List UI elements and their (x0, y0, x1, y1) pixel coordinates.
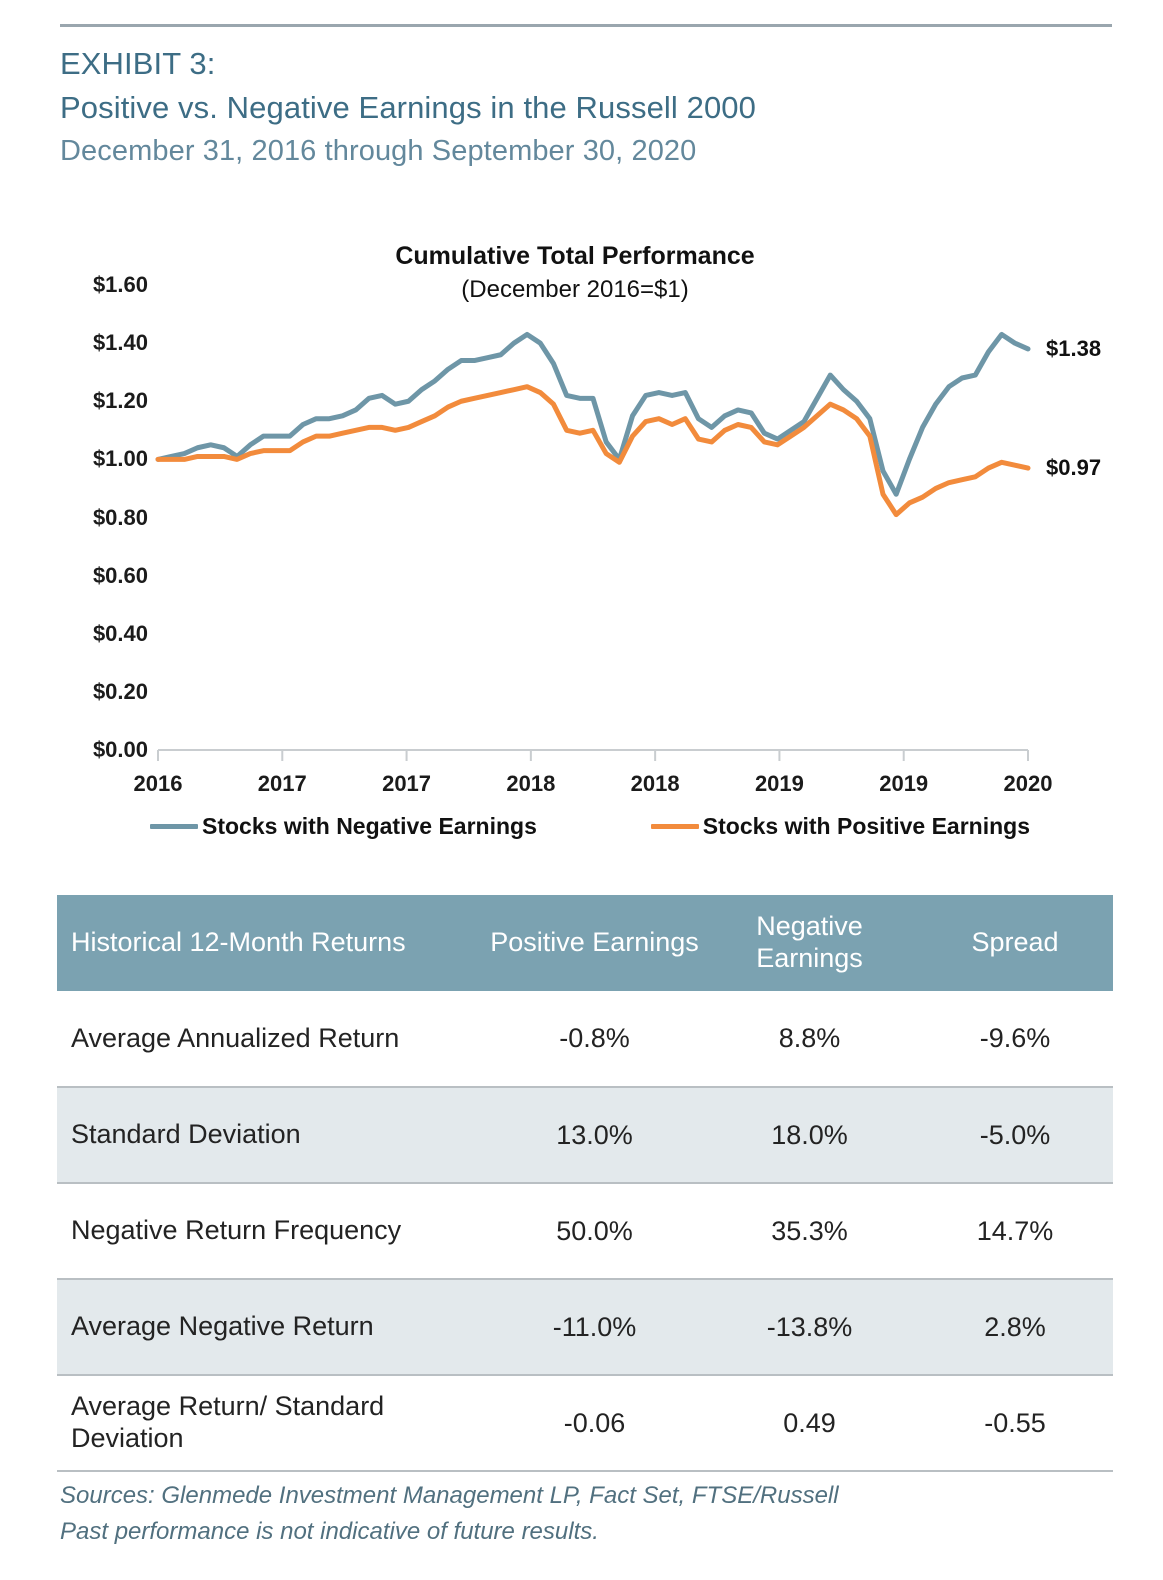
chart-legend: Stocks with Negative Earnings Stocks wit… (150, 813, 1030, 840)
column-header-metric: Historical 12-Month Returns (57, 895, 487, 991)
legend-label-positive-earnings: Stocks with Positive Earnings (702, 813, 1030, 839)
x-axis-tick-2: 2017 (382, 771, 432, 796)
cell-positive-earnings: -0.06 (487, 1375, 702, 1472)
column-header-spread: Spread (917, 895, 1113, 991)
cell-spread: -9.6% (917, 991, 1113, 1088)
legend-label-negative-earnings: Stocks with Negative Earnings (202, 813, 537, 839)
cell-spread: 2.8% (917, 1279, 1113, 1376)
x-axis-tick-0: 2016 (133, 771, 183, 796)
x-axis-tick-4: 2018 (630, 771, 680, 796)
cell-spread: -0.55 (917, 1375, 1113, 1472)
top-divider (60, 24, 1112, 27)
sources-line: Sources: Glenmede Investment Management … (60, 1482, 839, 1509)
chart-title-sub: (December 2016=$1) (461, 276, 689, 303)
row-label: Average Negative Return (57, 1279, 487, 1376)
end-label-negative-earnings: $1.38 (1046, 335, 1102, 361)
x-axis-tick-6: 2019 (879, 771, 929, 796)
row-label: Negative Return Frequency (57, 1183, 487, 1280)
cell-spread: 14.7% (917, 1183, 1113, 1280)
cell-spread: -5.0% (917, 1087, 1113, 1184)
y-axis-tick-140: $1.40 (92, 330, 148, 356)
cell-positive-earnings: 13.0% (487, 1087, 702, 1184)
table-row: Average Negative Return -11.0% -13.8% 2.8% (57, 1279, 1113, 1376)
x-axis-tick-7: 2020 (1003, 771, 1053, 796)
table-header-row: Historical 12-Month Returns Positive Ear… (57, 895, 1113, 991)
row-label: Average Return/ Standard Deviation (57, 1375, 487, 1472)
table-row: Negative Return Frequency 50.0% 35.3% 14.7% (57, 1183, 1113, 1280)
x-axis-tick-1: 2017 (257, 771, 307, 796)
table-head: Historical 12-Month Returns Positive Ear… (57, 895, 1113, 991)
y-axis-tick-000: $0.00 (92, 737, 148, 762)
cell-negative-earnings: 18.0% (702, 1087, 917, 1184)
cell-positive-earnings: -11.0% (487, 1279, 702, 1376)
page-title: Positive vs. Negative Earnings in the Ru… (60, 90, 756, 126)
line-chart: Cumulative Total Performance (December 2… (0, 225, 1163, 855)
returns-table: Historical 12-Month Returns Positive Ear… (57, 895, 1113, 1472)
cell-negative-earnings: 0.49 (702, 1375, 917, 1472)
table-body: Average Annualized Return -0.8% 8.8% -9.6% S… (57, 991, 1113, 1472)
exhibit-header: EXHIBIT 3: Positive vs. Negative Earning… (60, 42, 1120, 172)
cell-positive-earnings: -0.8% (487, 991, 702, 1088)
table-row: Average Return/ Standard Deviation -0.06 0… (57, 1375, 1113, 1472)
x-axis-tick-5: 2019 (754, 771, 804, 796)
y-axis-tick-020: $0.20 (92, 678, 148, 704)
sources-note: Sources: Glenmede Investment Management … (60, 1478, 1110, 1550)
legend-item-positive-earnings: Stocks with Positive Earnings (650, 813, 1030, 840)
y-axis-tick-080: $0.80 (92, 504, 148, 530)
end-label-positive-earnings: $0.97 (1046, 455, 1102, 481)
row-label: Standard Deviation (57, 1087, 487, 1184)
plot-area: $1.60 $1.40 $1.20 $1.00 $0.80 $0.60 $0.40 $0.20… (0, 225, 1163, 855)
legend-swatch-positive-earnings (650, 824, 699, 829)
exhibit-label: EXHIBIT 3: (60, 46, 216, 81)
y-axis-tick-100: $1.00 (92, 446, 148, 472)
table-row: Average Annualized Return -0.8% 8.8% -9.6% (57, 991, 1113, 1088)
y-axis-tick-120: $1.20 (92, 388, 148, 414)
cell-negative-earnings: 35.3% (702, 1183, 917, 1280)
column-header-negative-earnings: Negative Earnings (702, 895, 917, 991)
cell-negative-earnings: -13.8% (702, 1279, 917, 1376)
chart-title-main: Cumulative Total Performance (395, 242, 755, 270)
row-label: Average Annualized Return (57, 991, 487, 1088)
legend-swatch-negative-earnings (150, 824, 198, 829)
column-header-positive-earnings: Positive Earnings (487, 895, 702, 991)
chart-title: Cumulative Total Performance (December 2… (160, 240, 990, 306)
series-line-negative-earnings (155, 331, 1031, 497)
y-axis-tick-060: $0.60 (92, 562, 148, 588)
chart-svg (155, 331, 1031, 761)
legend-item-negative-earnings: Stocks with Negative Earnings (150, 813, 537, 840)
table-row: Standard Deviation 13.0% 18.0% -5.0% (57, 1087, 1113, 1184)
y-axis-tick-160: $1.60 (92, 272, 148, 297)
y-axis-tick-040: $0.40 (92, 620, 148, 646)
disclaimer-line: Past performance is not indicative of fu… (60, 1518, 599, 1545)
x-axis-tick-3: 2018 (506, 771, 556, 796)
page-subtitle: December 31, 2016 through September 30, … (60, 135, 697, 168)
cell-negative-earnings: 8.8% (702, 991, 917, 1088)
series-line-positive-earnings (155, 384, 1031, 518)
cell-positive-earnings: 50.0% (487, 1183, 702, 1280)
